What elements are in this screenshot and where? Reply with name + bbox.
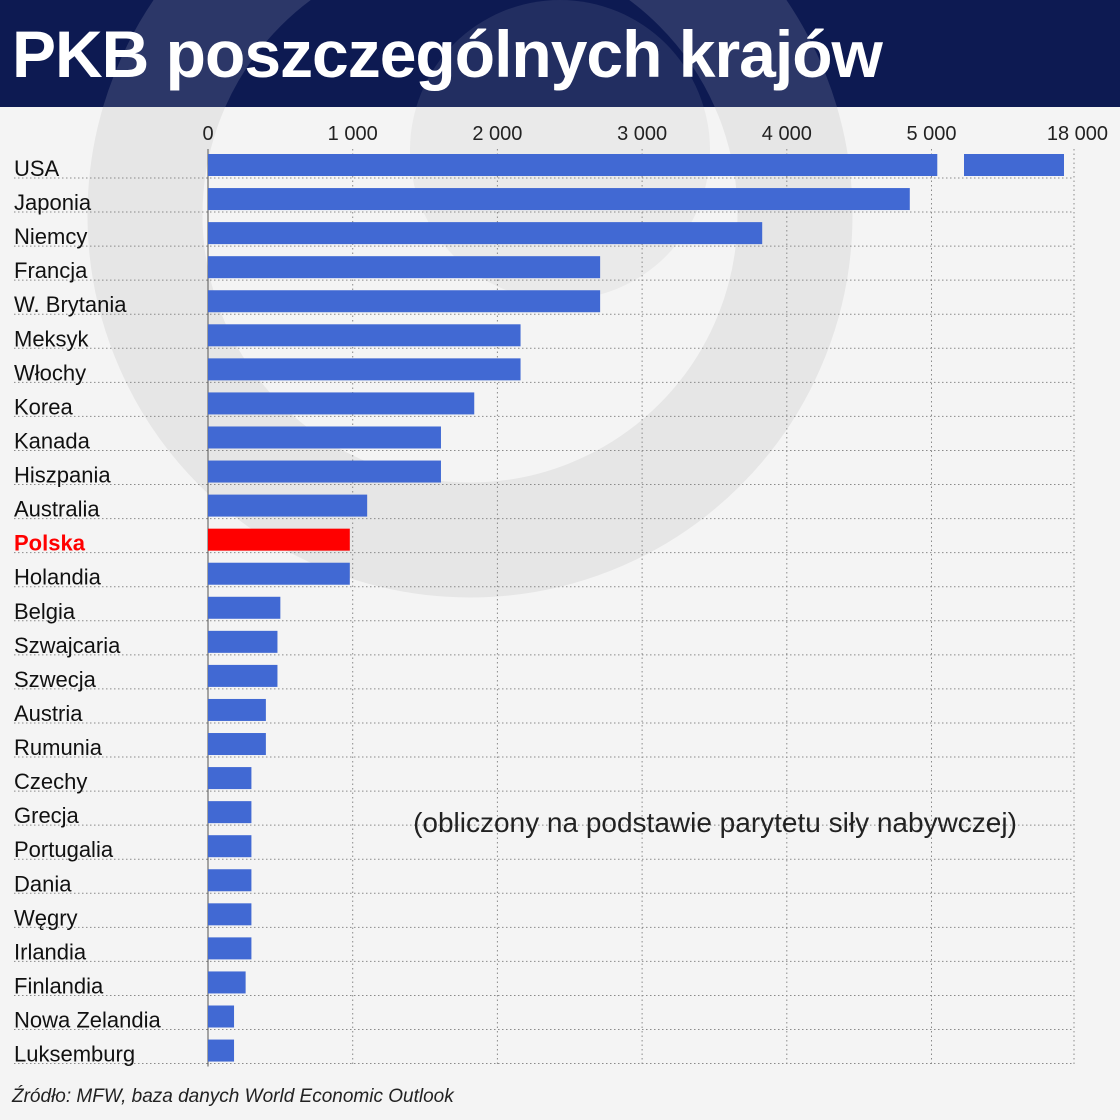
bar [208, 358, 521, 381]
category-label: Włochy [14, 360, 86, 385]
bar [208, 1039, 235, 1062]
bar [208, 596, 281, 619]
bar [208, 154, 938, 176]
bar [208, 290, 601, 313]
bar [208, 767, 252, 790]
bar [208, 1005, 235, 1028]
category-label: Luksemburg [14, 1042, 135, 1067]
bar [208, 937, 252, 960]
chart-annotation: (obliczony na podstawie parytetu siły na… [413, 807, 1017, 838]
bar [208, 188, 910, 211]
bar [208, 801, 252, 824]
category-label: Szwajcaria [14, 633, 121, 658]
bar [208, 460, 441, 483]
bar [208, 664, 278, 687]
bar [208, 835, 252, 858]
category-label: Belgia [14, 599, 76, 624]
bar [208, 426, 441, 449]
category-label: Australia [14, 497, 100, 522]
x-tick-label: 0 [202, 123, 213, 145]
chart-rows: USA Japonia Niemcy Francja W. Brytania Meksyk… [14, 154, 1064, 1067]
bar [208, 971, 246, 994]
chart-title: PKB poszczególnych krajów [12, 17, 883, 91]
category-label: USA [14, 156, 60, 181]
category-label: Korea [14, 394, 73, 419]
bar [208, 392, 475, 415]
bar [208, 324, 521, 347]
category-label: Irlandia [14, 939, 87, 964]
category-label: Finlandia [14, 973, 104, 998]
source-note: Źródło: MFW, baza danych World Economic … [12, 1086, 454, 1107]
x-tick-label: 3 000 [617, 123, 667, 145]
category-label: Niemcy [14, 224, 87, 249]
category-label: Hiszpania [14, 463, 111, 488]
x-tick-label: 1 000 [328, 123, 378, 145]
title-banner: PKB poszczególnych krajów [0, 0, 1120, 107]
bar [208, 630, 278, 653]
category-label: Szwecja [14, 667, 97, 692]
category-label: Grecja [14, 803, 80, 828]
bar [208, 698, 266, 721]
bar-chart: 0 1 000 2 000 3 000 4 000 5 000 18 000 USA Japo… [14, 123, 1108, 1067]
bar [208, 869, 252, 892]
x-tick-label: 4 000 [762, 123, 812, 145]
x-tick-label: 18 000 [1047, 123, 1108, 145]
category-label: Japonia [14, 190, 92, 215]
category-label: Kanada [14, 428, 91, 453]
category-label: Rumunia [14, 735, 103, 760]
category-label: Francja [14, 258, 88, 283]
grid-lines [14, 149, 1075, 1067]
bar [208, 494, 368, 517]
bar [208, 256, 601, 279]
category-label: Węgry [14, 905, 78, 930]
category-label: W. Brytania [14, 292, 127, 317]
bar-break-segment [964, 154, 1064, 176]
category-label: Nowa Zelandia [14, 1008, 162, 1033]
category-label: Austria [14, 701, 83, 726]
bar [208, 562, 350, 585]
category-label: Dania [14, 871, 72, 896]
category-label: Holandia [14, 565, 102, 590]
bar [208, 903, 252, 926]
bar [208, 222, 763, 245]
category-label: Czechy [14, 769, 87, 794]
category-label: Polska [14, 531, 86, 556]
x-axis-ticks: 0 1 000 2 000 3 000 4 000 5 000 18 000 [202, 123, 1108, 145]
x-tick-label: 2 000 [472, 123, 522, 145]
category-label: Meksyk [14, 326, 90, 351]
bar [208, 733, 266, 756]
bar [208, 528, 350, 551]
x-tick-label: 5 000 [906, 123, 956, 145]
category-label: Portugalia [14, 837, 114, 862]
